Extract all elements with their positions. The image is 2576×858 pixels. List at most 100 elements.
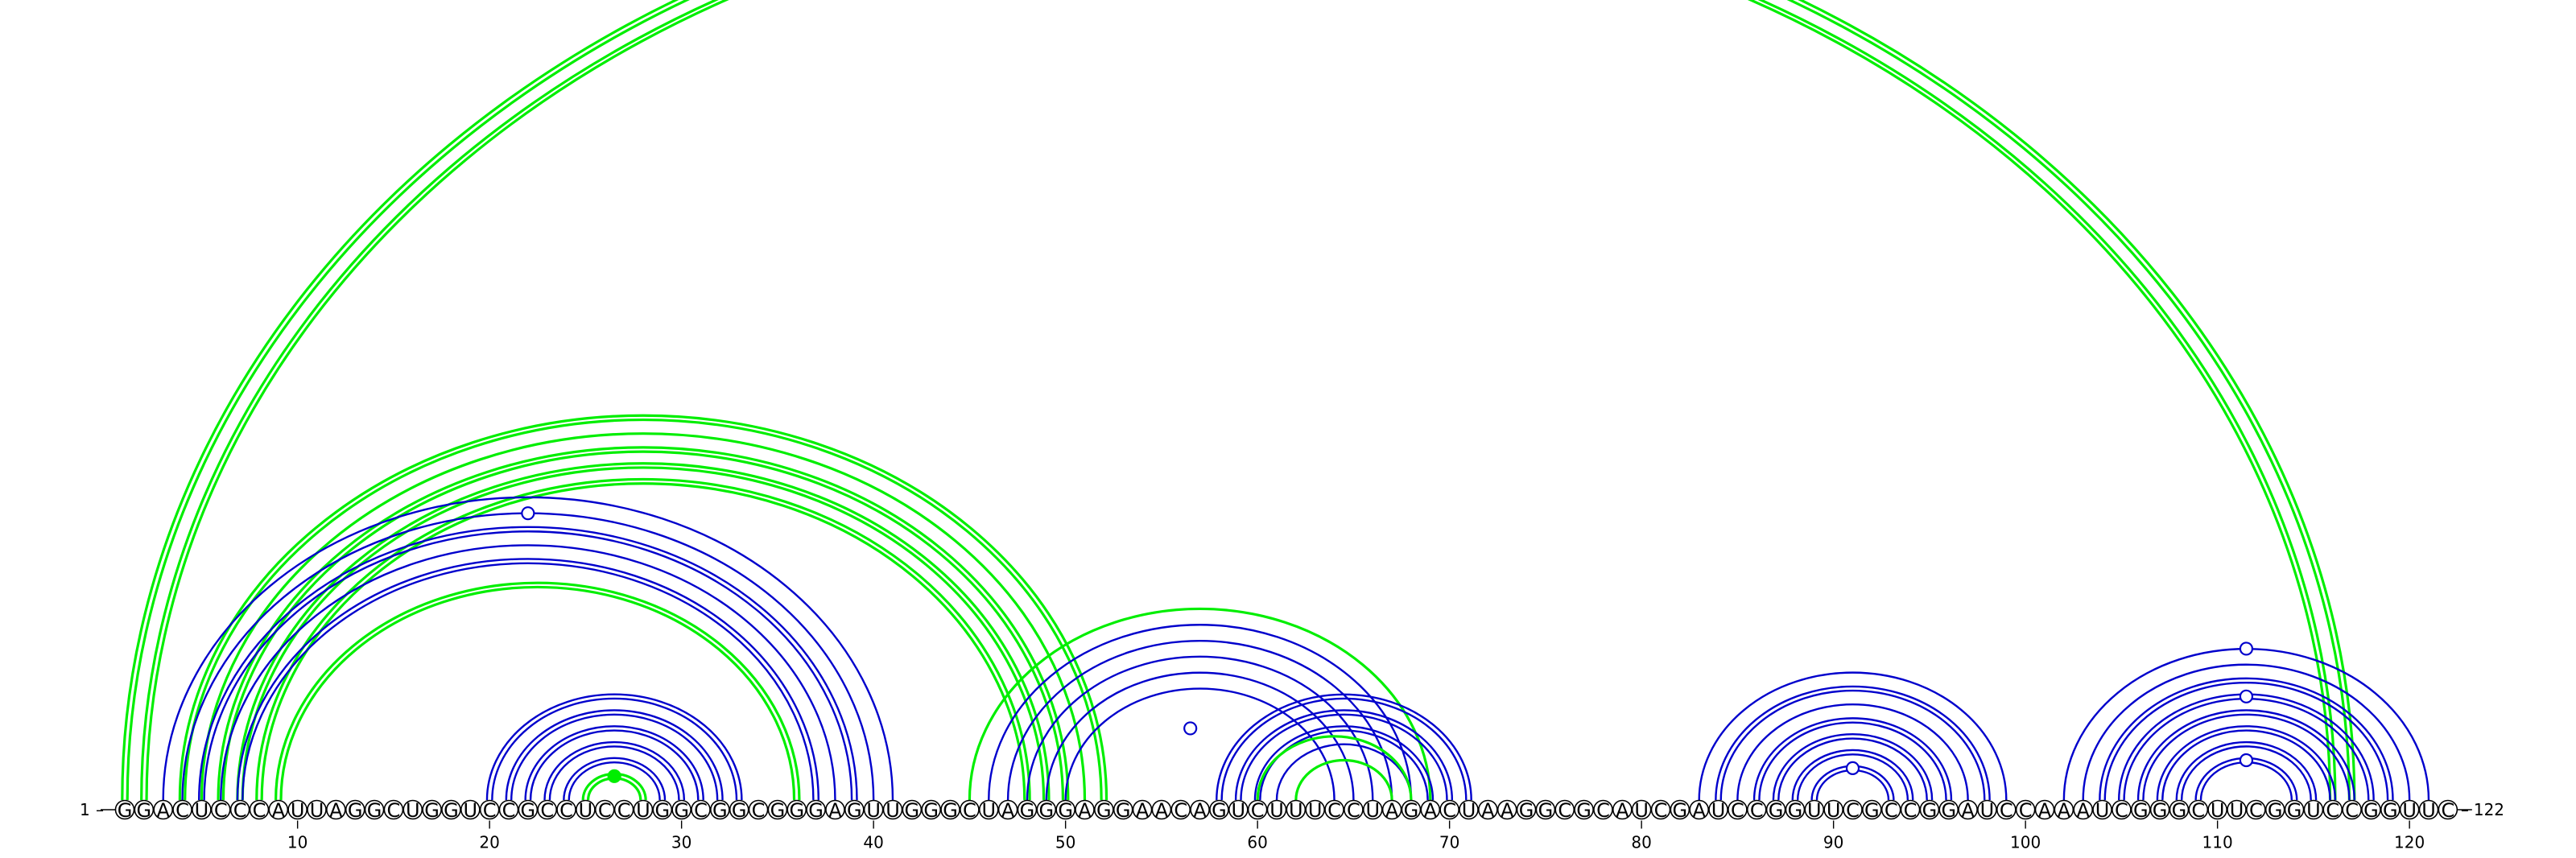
nucleotide-circle (1631, 799, 1652, 820)
nucleotide-circle (1746, 799, 1767, 820)
nucleotide: G (1516, 799, 1537, 822)
nucleotide-letter: U (464, 799, 478, 822)
nucleotide: C (2015, 799, 2036, 822)
arc-blue-5-39-strand-2 (198, 526, 858, 801)
nucleotide-letter: G (137, 799, 152, 822)
nucleotide-letter: U (886, 799, 900, 822)
nucleotide-letter: C (2000, 799, 2013, 822)
nucleotide-circle (2015, 799, 2036, 820)
nucleotide: C (2188, 799, 2209, 822)
tick-label-60: 60 (1247, 833, 1267, 852)
nucleotide-circle (1574, 799, 1594, 820)
nucleotide-circle (786, 799, 807, 820)
nucleotide-letter: U (2230, 799, 2244, 822)
nucleotide-letter: G (1538, 799, 1554, 822)
nucleotide-circle (1765, 799, 1786, 820)
arcs-layer (121, 0, 2430, 801)
nucleotide-circle (1516, 799, 1537, 820)
nucleotide-circle (1919, 799, 1940, 820)
nucleotide: U (1631, 799, 1652, 822)
nucleotide-circle (402, 799, 423, 820)
nucleotide: G (1094, 799, 1114, 822)
nucleotide: U (2303, 799, 2324, 822)
nucleotide-letter: A (2076, 799, 2090, 822)
arc-blue-5-39-strand-1 (203, 530, 853, 801)
nucleotide: A (1381, 799, 1402, 822)
arc-blue-83-99 (1698, 671, 2008, 801)
nucleotide-letter: U (406, 799, 420, 822)
arc-blue-87-95-strand-2 (1772, 732, 1934, 801)
nucleotide: U (2207, 799, 2227, 822)
nucleotide-letter: C (1174, 799, 1187, 822)
nucleotide-circle (210, 799, 231, 820)
nucleotide: G (1574, 799, 1594, 822)
arc-blue-20-33-strand-1 (491, 697, 738, 801)
nucleotide-letter: C (963, 799, 976, 822)
arc-green-45-69 (968, 607, 1432, 801)
nucleotide: C (498, 799, 519, 822)
nucleotide-letter: C (1904, 799, 1918, 822)
nucleotide: G (441, 799, 461, 822)
nucleotide-letter: A (156, 799, 170, 822)
nucleotide-circle (1593, 799, 1613, 820)
tick-label-100: 100 (2010, 833, 2041, 852)
nucleotide: C (229, 799, 250, 822)
nucleotide: U (307, 799, 327, 822)
arc-blue-88-94-strand-1 (1796, 753, 1909, 801)
arc-green-2-116-strand-1 (145, 0, 2332, 801)
nucleotide-circle (2149, 799, 2170, 820)
nucleotide-letter: U (310, 799, 324, 822)
nucleotide-letter: U (2306, 799, 2321, 822)
nucleotide: U (2092, 799, 2112, 822)
nucleotide: C (1746, 799, 1767, 822)
nucleotide: G (921, 799, 941, 822)
nucleotide: U (1708, 799, 1728, 822)
nucleotide-circle (2342, 799, 2362, 820)
nucleotide-circle (1286, 799, 1307, 820)
nucleotide-letter: G (1116, 799, 1131, 822)
arc-blue-86-96-strand-2 (1752, 717, 1953, 801)
nucleotide-letter: U (2421, 799, 2436, 822)
nucleotide-letter: C (1443, 799, 1456, 822)
nucleotide-circle (710, 799, 730, 820)
arc-marker-102-121 (2239, 641, 2254, 656)
arc-blue-46-68 (988, 624, 1413, 801)
nucleotide: U (633, 799, 654, 822)
arc-blue-102-121 (2062, 647, 2430, 801)
nucleotide-letter: A (1616, 799, 1629, 822)
nucleotide-letter: G (1404, 799, 1419, 822)
nucleotide: C (2112, 799, 2132, 822)
nucleotide-letter: G (1212, 799, 1227, 822)
nucleotide: U (1286, 799, 1307, 822)
nucleotide-letter: G (1788, 799, 1803, 822)
nucleotide: C (1170, 799, 1191, 822)
nucleotide-circle (844, 799, 865, 820)
nucleotide: A (825, 799, 845, 822)
nucleotide: G (1113, 799, 1133, 822)
arc-marker-25-28 (607, 769, 621, 783)
nucleotide-circle (806, 799, 826, 820)
nucleotide: C (1247, 799, 1268, 822)
arc-blue-107-116-strand-1 (2161, 729, 2331, 801)
nucleotide-circle (1958, 799, 1978, 820)
nucleotide: C (1439, 799, 1459, 822)
arc-blue-21-32-strand-2 (505, 709, 724, 801)
arc-green-62-67 (1294, 758, 1393, 801)
nucleotide: C (1344, 799, 1364, 822)
nucleotide-letter: C (598, 799, 612, 822)
nucleotide: C (1728, 799, 1748, 822)
nucleotide-circle (1785, 799, 1806, 820)
nucleotide-letter: U (1232, 799, 1246, 822)
nucleotide-circle (1420, 799, 1441, 820)
nucleotide: C (1880, 799, 1901, 822)
arc-blue-84-98-strand-2 (1715, 685, 1991, 801)
nucleotide-letter: C (617, 799, 631, 822)
nucleotide-circle (1862, 799, 1882, 820)
nucleotide: G (729, 799, 749, 822)
nucleotide-letter: C (1885, 799, 1898, 822)
arc-blue-108-115-strand-1 (2180, 745, 2312, 801)
nucleotide: G (364, 799, 385, 822)
nucleotide-letter: A (1001, 799, 1015, 822)
nucleotide-circle (691, 799, 711, 820)
nucleotide-letter: G (732, 799, 747, 822)
